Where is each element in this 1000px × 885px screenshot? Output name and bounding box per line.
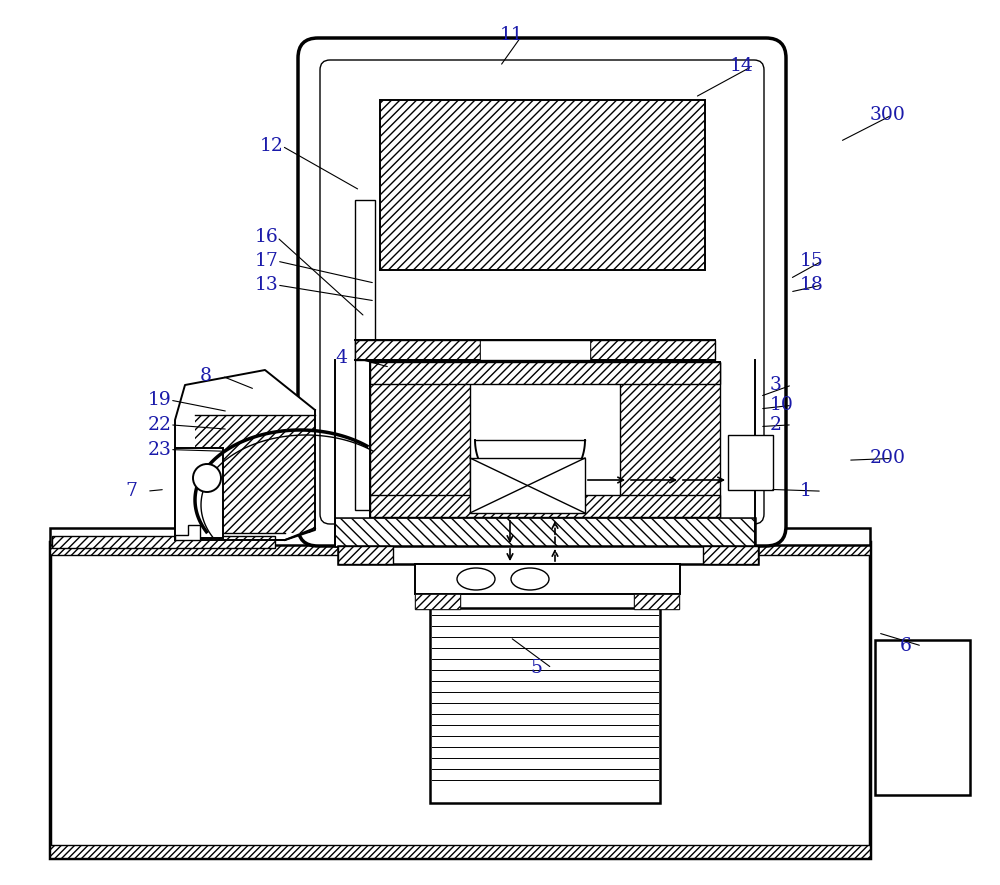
Bar	[50, 528, 870, 545]
Text: 1: 1	[800, 482, 812, 500]
Ellipse shape	[457, 568, 495, 590]
Bar	[335, 518, 755, 546]
Text: 200: 200	[870, 450, 906, 467]
Bar	[338, 546, 758, 564]
Text: 22: 22	[148, 416, 172, 434]
Text: 12: 12	[260, 137, 284, 155]
Bar	[590, 340, 715, 360]
Text: 19: 19	[148, 391, 172, 409]
Text: 11: 11	[500, 27, 524, 44]
Bar	[175, 448, 223, 538]
Bar	[380, 100, 705, 270]
Bar	[470, 458, 585, 513]
Bar	[50, 528, 870, 545]
Bar	[50, 542, 870, 858]
Text: 8: 8	[200, 367, 212, 385]
Text: 4: 4	[335, 350, 347, 367]
Text: 2: 2	[770, 416, 782, 434]
Bar	[370, 495, 720, 517]
Bar	[415, 594, 460, 609]
Bar	[50, 845, 870, 858]
Text: 13: 13	[255, 276, 279, 294]
Text: 17: 17	[255, 252, 279, 270]
Bar	[370, 362, 470, 517]
Polygon shape	[175, 370, 315, 540]
FancyBboxPatch shape	[298, 38, 786, 546]
Bar	[370, 362, 720, 517]
Polygon shape	[175, 525, 200, 540]
Bar	[415, 564, 680, 594]
Bar	[728, 435, 773, 490]
Text: 7: 7	[125, 482, 137, 500]
Bar	[50, 542, 870, 555]
Bar	[335, 518, 755, 546]
Text: 18: 18	[800, 276, 824, 294]
Text: 16: 16	[255, 228, 279, 246]
Text: 23: 23	[148, 441, 172, 458]
Bar	[370, 362, 720, 384]
Bar	[52, 536, 275, 548]
Bar	[195, 415, 315, 533]
Bar	[480, 340, 590, 360]
Circle shape	[193, 464, 221, 492]
FancyBboxPatch shape	[320, 60, 764, 524]
Bar	[620, 362, 720, 517]
Bar	[703, 546, 758, 564]
Text: 6: 6	[900, 637, 912, 655]
Text: 3: 3	[770, 376, 782, 394]
Bar	[355, 340, 480, 360]
Bar	[338, 546, 393, 564]
Text: 300: 300	[870, 106, 906, 124]
Bar	[634, 594, 679, 609]
Bar	[415, 594, 460, 609]
Text: 5: 5	[530, 659, 542, 677]
Text: 10: 10	[770, 396, 794, 414]
Bar	[355, 200, 375, 510]
Ellipse shape	[511, 568, 549, 590]
Bar	[430, 608, 660, 803]
Text: 15: 15	[800, 252, 824, 270]
Bar	[634, 594, 679, 609]
Bar	[875, 640, 970, 795]
Text: 14: 14	[730, 58, 754, 75]
